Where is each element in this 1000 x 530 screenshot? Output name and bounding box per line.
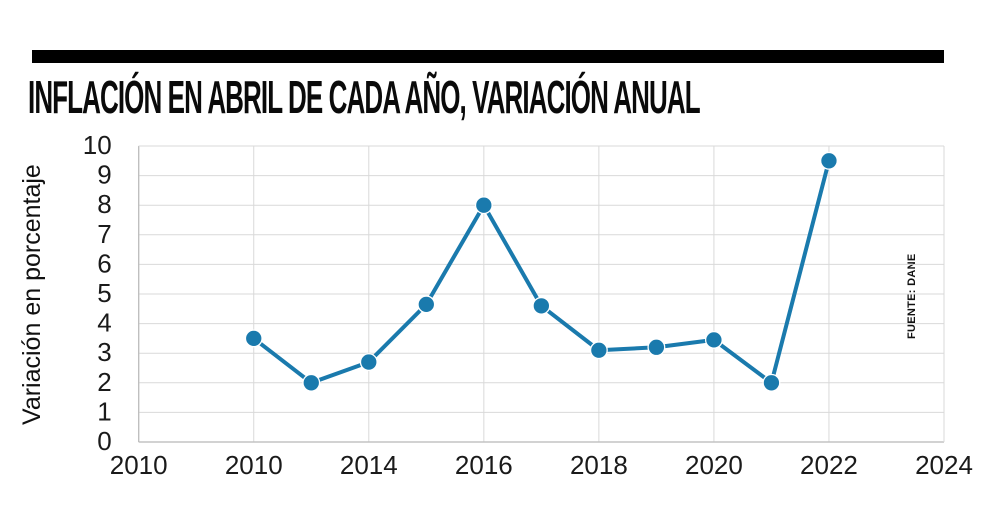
svg-text:2014: 2014 xyxy=(340,450,398,480)
svg-text:2010: 2010 xyxy=(225,450,283,480)
svg-text:2020: 2020 xyxy=(685,450,743,480)
svg-text:1: 1 xyxy=(97,396,111,426)
svg-text:5: 5 xyxy=(97,278,111,308)
svg-text:7: 7 xyxy=(97,219,111,249)
svg-text:2: 2 xyxy=(97,367,111,397)
svg-text:2016: 2016 xyxy=(455,450,513,480)
svg-text:3: 3 xyxy=(97,337,111,367)
svg-text:2022: 2022 xyxy=(800,450,858,480)
svg-text:2024: 2024 xyxy=(915,450,973,480)
svg-text:9: 9 xyxy=(97,160,111,190)
svg-text:10: 10 xyxy=(83,130,112,160)
svg-text:8: 8 xyxy=(97,189,111,219)
svg-text:6: 6 xyxy=(97,248,111,278)
svg-text:4: 4 xyxy=(97,308,111,338)
svg-text:2010: 2010 xyxy=(110,450,168,480)
svg-text:2018: 2018 xyxy=(570,450,628,480)
